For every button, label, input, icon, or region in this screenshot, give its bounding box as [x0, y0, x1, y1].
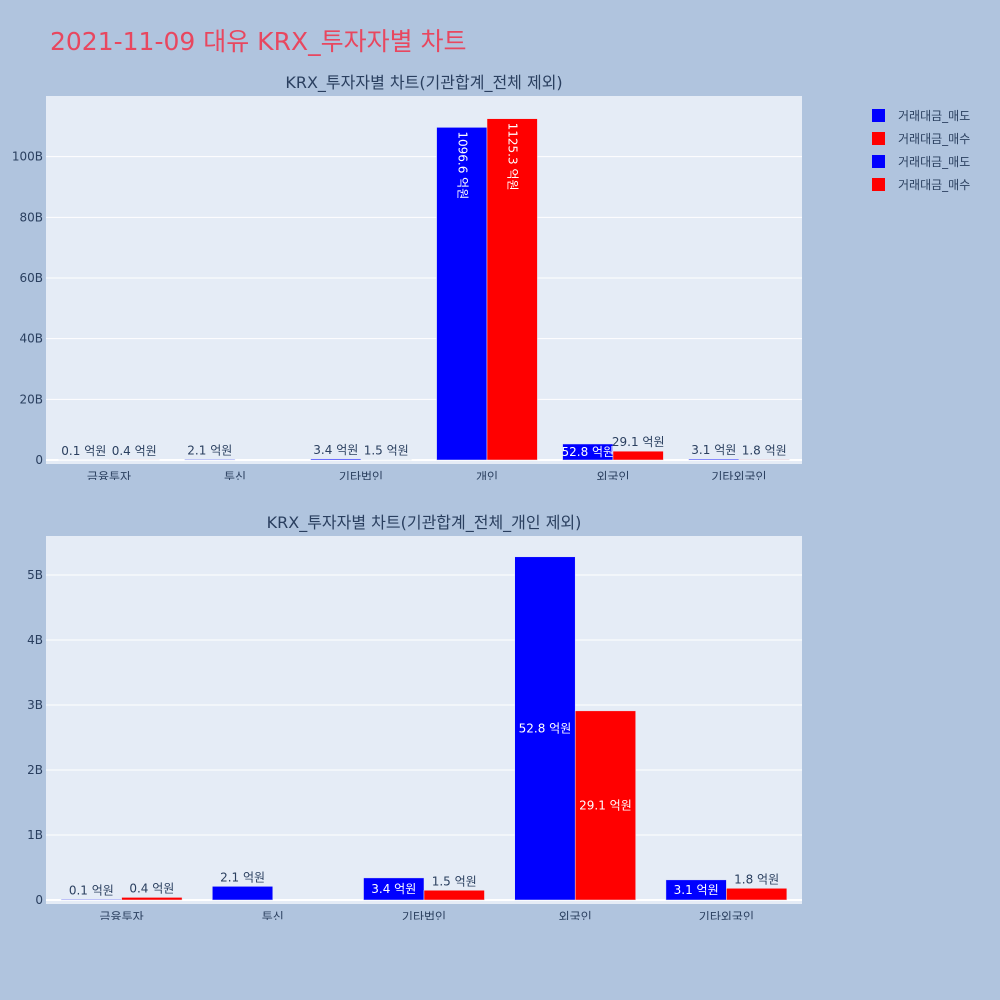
- bar[interactable]: [688, 458, 740, 461]
- page-title: 2021-11-09 대유 KRX_투자자별 차트: [50, 27, 467, 56]
- bar-label: 3.4 억원: [371, 882, 416, 896]
- bar-label: 1.5 억원: [432, 874, 477, 888]
- legend-label: 거래대금_매수: [898, 178, 971, 192]
- x-tick-label: 금융투자: [87, 470, 131, 480]
- legend-item[interactable]: 거래대금_매도: [872, 104, 970, 127]
- legend-item[interactable]: 거래대금_매도: [872, 150, 970, 173]
- bar-label: 1096.6 억원: [455, 131, 469, 199]
- bar[interactable]: [486, 118, 538, 461]
- legend-item[interactable]: 거래대금_매수: [872, 173, 970, 196]
- bar[interactable]: [184, 459, 236, 461]
- legend-swatch: [872, 109, 885, 122]
- y-tick-label: 100B: [12, 150, 43, 164]
- bar[interactable]: [436, 127, 488, 461]
- x-tick-label: 투신: [224, 470, 246, 480]
- bar-label: 0.1 억원: [69, 883, 114, 897]
- bar[interactable]: [60, 899, 122, 901]
- bar-label: 0.1 억원: [61, 444, 106, 458]
- legend-label: 거래대금_매도: [898, 109, 971, 123]
- plot-area: [46, 96, 802, 464]
- bar-label: 3.4 억원: [313, 443, 358, 457]
- bar-label: 29.1 억원: [579, 798, 632, 812]
- bar-label: 3.1 억원: [691, 443, 736, 457]
- bar[interactable]: [363, 877, 425, 901]
- legend-swatch: [872, 155, 885, 168]
- bar-label: 1.8 억원: [734, 872, 779, 886]
- bar-label: 1.5 억원: [364, 444, 409, 458]
- y-tick-label: 20B: [19, 392, 43, 406]
- bar[interactable]: [612, 450, 664, 461]
- bar-label: 1125.3 억원: [506, 123, 520, 191]
- chart-title: KRX_투자자별 차트(기관합계_전체_개인 제외): [267, 513, 582, 533]
- x-tick-label: 외국인: [559, 910, 592, 920]
- x-tick-label: 기타외국인: [699, 910, 754, 920]
- chart-title: KRX_투자자별 차트(기관합계_전체 제외): [285, 73, 562, 93]
- bar-label: 52.8 억원: [561, 445, 614, 459]
- legend-label: 거래대금_매수: [898, 132, 971, 146]
- chart-investor-all: 0 20B 40B 60B 80B 100B KRX_투자자별 차트(기관합계_전체 제외)…: [12, 73, 802, 480]
- y-tick-label: 2B: [27, 763, 43, 777]
- bar[interactable]: [212, 886, 274, 901]
- x-tick-label: 기타법인: [402, 910, 446, 920]
- x-tick-label: 기타법인: [339, 470, 383, 480]
- chart-investor-excl-individual: 0 1B 2B 3B 4B 5B KRX_투자자별 차트(기관합계_전체_개인 제외) 금융투…: [27, 513, 802, 920]
- y-tick-label: 40B: [19, 332, 43, 346]
- bar[interactable]: [726, 888, 788, 901]
- y-tick-label: 3B: [27, 698, 43, 712]
- y-tick-label: 0: [35, 893, 43, 907]
- legend-swatch: [872, 178, 885, 191]
- bar-label: 0.4 억원: [129, 881, 174, 895]
- legend-swatch: [872, 132, 885, 145]
- x-tick-label: 금융투자: [100, 910, 144, 920]
- y-tick-label: 0: [35, 453, 43, 467]
- bar-label: 29.1 억원: [612, 435, 665, 449]
- y-tick-label: 5B: [27, 568, 43, 582]
- x-tick-label: 개인: [476, 470, 498, 480]
- x-tick-label: 투신: [262, 910, 284, 920]
- x-tick-label: 외국인: [596, 470, 629, 480]
- y-tick-label: 4B: [27, 633, 43, 647]
- bar[interactable]: [514, 556, 576, 901]
- bar-label: 3.1 억원: [674, 883, 719, 897]
- bar-label: 2.1 억원: [220, 870, 265, 884]
- bar-label: 2.1 억원: [187, 443, 232, 457]
- bar-label: 52.8 억원: [519, 721, 572, 735]
- y-tick-label: 60B: [19, 271, 43, 285]
- bar[interactable]: [738, 459, 790, 461]
- x-tick-label: 기타외국인: [711, 470, 766, 480]
- y-tick-label: 1B: [27, 828, 43, 842]
- bar[interactable]: [574, 710, 636, 901]
- y-tick-label: 80B: [19, 210, 43, 224]
- legend-label: 거래대금_매도: [898, 155, 971, 169]
- legend: 거래대금_매도 거래대금_매수 거래대금_매도 거래대금_매수: [872, 104, 970, 196]
- bar-label: 0.4 억원: [112, 444, 157, 458]
- bar[interactable]: [121, 897, 183, 901]
- plot-area: [46, 536, 802, 904]
- legend-item[interactable]: 거래대금_매수: [872, 127, 970, 150]
- bar[interactable]: [310, 458, 362, 461]
- bar-label: 1.8 억원: [742, 443, 787, 457]
- bar[interactable]: [423, 890, 485, 901]
